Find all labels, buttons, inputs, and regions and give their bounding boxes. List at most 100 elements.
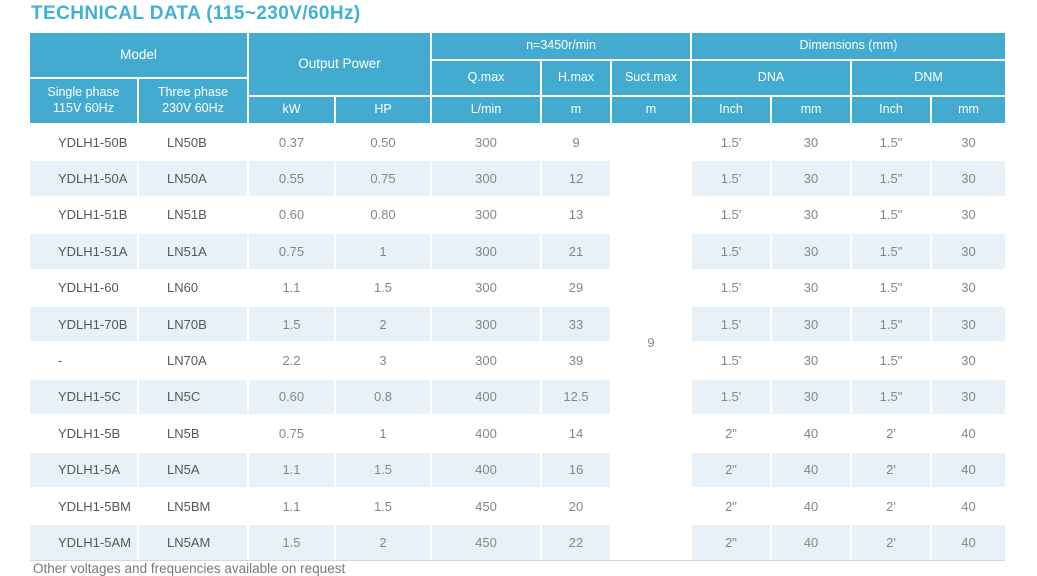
table-cell-dnm-inch: 2' [852,488,930,524]
table-cell-model-single-phase: YDLH1-50B [30,125,137,160]
table-cell-dna-mm: 30 [772,197,850,233]
table-cell-output-kw: 1.5 [249,525,334,560]
table-cell-dnm-mm: 30 [932,379,1005,415]
table-cell-dnm-inch: 1.5" [852,125,930,160]
header-suct-max-unit: m [612,97,690,123]
table-cell-dna-mm: 30 [772,234,850,269]
table-cell-suct-max: 9 [612,125,690,560]
table-cell-model-single-phase: YDLH1-51B [30,197,137,233]
table-cell-model-three-phase: LN50A [139,161,247,196]
table-cell-h-max: 20 [542,488,610,524]
table-cell-q-max: 400 [432,379,540,415]
table-cell-dnm-mm: 30 [932,161,1005,196]
table-cell-dna-inch: 1.5' [692,161,770,196]
table-cell-output-hp: 1.5 [336,270,430,305]
table-cell-output-hp: 0.80 [336,197,430,233]
table-cell-dna-mm: 40 [772,525,850,560]
header-dnm-mm: mm [932,97,1005,123]
table-cell-model-three-phase: LN5BM [139,488,247,524]
table-cell-h-max: 22 [542,525,610,560]
table-cell-q-max: 300 [432,197,540,233]
table-cell-q-max: 450 [432,525,540,560]
table-cell-output-hp: 3 [336,343,430,378]
header-speed-group: n=3450r/min [432,33,690,59]
table-cell-h-max: 39 [542,343,610,378]
header-output-power: Output Power [249,33,430,95]
table-cell-dna-mm: 40 [772,452,850,487]
table-cell-model-single-phase: YDLH1-51A [30,234,137,269]
table-cell-output-hp: 1.5 [336,452,430,487]
table-cell-model-three-phase: LN5B [139,416,247,451]
table-cell-h-max: 29 [542,270,610,305]
table-cell-model-single-phase: YDLH1-5A [30,452,137,487]
table-cell-model-single-phase: YDLH1-5B [30,416,137,451]
table-cell-dnm-inch: 1.5" [852,161,930,196]
table-cell-dnm-mm: 40 [932,452,1005,487]
table-cell-dna-inch: 2" [692,488,770,524]
header-h-max-unit: m [542,97,610,123]
header-dimensions: Dimensions (mm) [692,33,1005,59]
table-cell-dnm-inch: 1.5" [852,379,930,415]
footer-note: Other voltages and frequencies available… [33,561,346,576]
table-cell-dnm-inch: 2' [852,525,930,560]
table-cell-h-max: 12 [542,161,610,196]
table-cell-output-hp: 1 [336,234,430,269]
table-cell-dna-mm: 40 [772,416,850,451]
table-cell-output-kw: 0.37 [249,125,334,160]
header-dna: DNA [692,61,850,95]
table-cell-dnm-inch: 2' [852,452,930,487]
table-cell-output-hp: 0.50 [336,125,430,160]
technical-data-table: Model Single phase 115V 60Hz Three phase… [30,33,1005,561]
table-cell-dna-inch: 1.5' [692,125,770,160]
table-cell-model-single-phase: YDLH1-5C [30,379,137,415]
table-cell-dna-mm: 30 [772,379,850,415]
table-cell-output-kw: 0.60 [249,379,334,415]
table-cell-output-kw: 0.75 [249,234,334,269]
table-cell-dnm-mm: 30 [932,234,1005,269]
table-cell-model-single-phase: YDLH1-50A [30,161,137,196]
table-cell-dna-mm: 30 [772,125,850,160]
table-cell-dna-mm: 30 [772,161,850,196]
table-cell-q-max: 300 [432,343,540,378]
table-cell-output-hp: 1 [336,416,430,451]
table-cell-model-single-phase: YDLH1-5BM [30,488,137,524]
table-cell-dna-inch: 2" [692,525,770,560]
table-cell-q-max: 450 [432,488,540,524]
table-cell-q-max: 300 [432,234,540,269]
table-cell-h-max: 9 [542,125,610,160]
table-cell-dna-inch: 2" [692,416,770,451]
table-cell-dnm-mm: 40 [932,525,1005,560]
table-cell-dna-inch: 1.5' [692,197,770,233]
table-cell-h-max: 21 [542,234,610,269]
header-single-phase: Single phase 115V 60Hz [30,79,137,123]
table-cell-dna-mm: 30 [772,306,850,342]
table-cell-dnm-inch: 1.5" [852,270,930,305]
table-cell-model-single-phase: YDLH1-60 [30,270,137,305]
table-cell-h-max: 16 [542,452,610,487]
table-cell-output-hp: 1.5 [336,488,430,524]
table-cell-dna-inch: 2" [692,452,770,487]
header-q-max: Q.max [432,61,540,95]
page-title: TECHNICAL DATA (115~230V/60Hz) [31,3,361,24]
table-cell-q-max: 300 [432,306,540,342]
table-cell-output-kw: 1.1 [249,270,334,305]
table-body: 9 YDLH1-50B LN50B 0.37 0.50 300 9 1.5' 30 1.5" 30 Y… [30,125,1005,561]
table-cell-dnm-mm: 30 [932,306,1005,342]
table-cell-dna-inch: 1.5' [692,234,770,269]
table-cell-dnm-mm: 40 [932,416,1005,451]
table-cell-output-kw: 1.1 [249,452,334,487]
table-cell-dnm-mm: 30 [932,197,1005,233]
table-cell-h-max: 12.5 [542,379,610,415]
table-cell-dnm-inch: 1.5" [852,234,930,269]
header-dnm: DNM [852,61,1005,95]
table-cell-h-max: 13 [542,197,610,233]
header-dna-mm: mm [772,97,850,123]
table-cell-h-max: 14 [542,416,610,451]
table-cell-dnm-inch: 1.5" [852,343,930,378]
table-cell-q-max: 300 [432,161,540,196]
table-cell-dna-inch: 1.5' [692,343,770,378]
table-cell-model-single-phase: - [30,343,137,378]
table-cell-output-kw: 1.1 [249,488,334,524]
table-cell-output-hp: 0.8 [336,379,430,415]
